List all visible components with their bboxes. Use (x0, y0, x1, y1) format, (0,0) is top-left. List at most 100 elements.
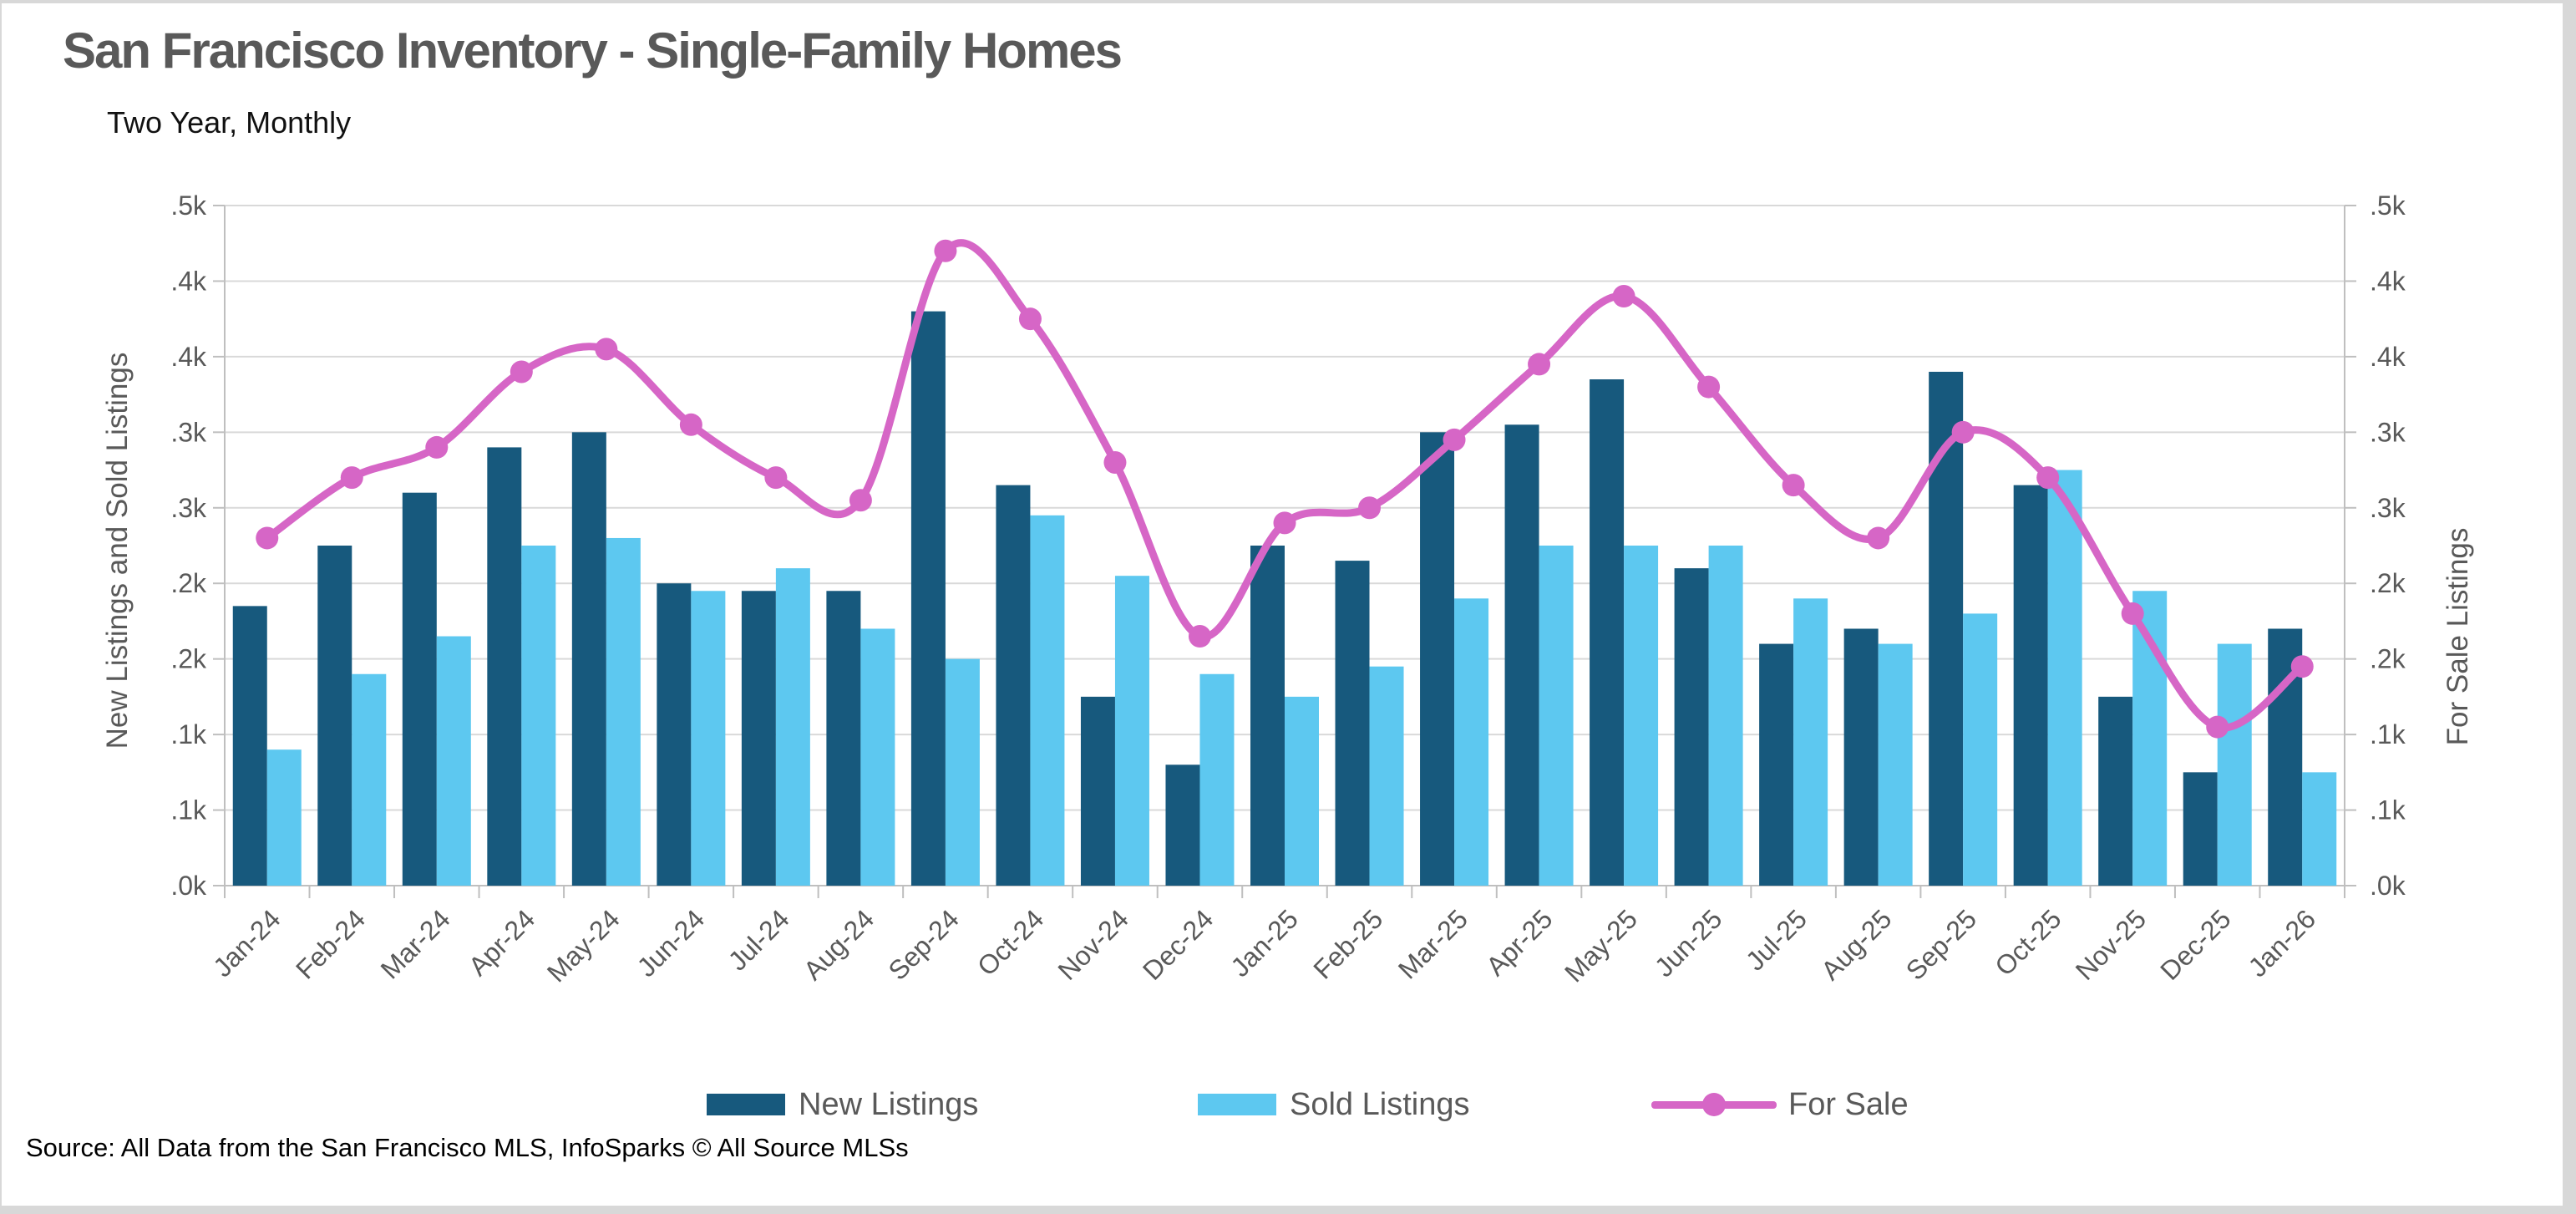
left-axis-tick-label: .2k (170, 644, 207, 674)
for-sale-marker-Dec-25 (2206, 715, 2229, 739)
left-axis-tick-label: .5k (170, 190, 207, 221)
bar-new-listings-Aug-24 (826, 591, 861, 886)
bar-sold-listings-Jun-25 (1708, 546, 1743, 886)
bar-sold-listings-May-25 (1624, 546, 1659, 886)
right-axis-tick-label: .3k (2370, 493, 2406, 523)
for-sale-marker-Sep-24 (934, 239, 957, 262)
right-axis-tick-label: .1k (2370, 719, 2406, 749)
left-axis-tick-label: .3k (170, 493, 207, 523)
x-axis-label-Aug-25: Aug-25 (1815, 903, 1897, 985)
bar-new-listings-Dec-24 (1165, 764, 1200, 886)
bar-sold-listings-Sep-25 (1963, 613, 1998, 886)
bar-new-listings-Mar-24 (402, 492, 437, 886)
bar-new-listings-Nov-25 (2098, 696, 2133, 886)
bar-new-listings-Jun-25 (1674, 568, 1709, 886)
bar-new-listings-Feb-25 (1335, 561, 1370, 886)
chart-canvas: San Francisco Inventory - Single-Family … (2, 3, 2563, 1206)
for-sale-marker-Aug-24 (849, 489, 872, 512)
left-axis-title: New Listings and Sold Listings (101, 353, 134, 749)
right-axis-tick-label: .4k (2370, 266, 2406, 296)
bar-sold-listings-Nov-24 (1114, 576, 1149, 886)
x-axis-label-Apr-25: Apr-25 (1480, 903, 1558, 981)
bar-new-listings-Sep-24 (910, 311, 946, 886)
x-axis-label-Oct-25: Oct-25 (1989, 903, 2066, 981)
x-axis-label-Dec-24: Dec-24 (1137, 903, 1219, 985)
x-axis-label-Nov-24: Nov-24 (1052, 903, 1134, 985)
bar-sold-listings-May-24 (606, 537, 641, 886)
bar-sold-listings-Feb-25 (1369, 666, 1404, 886)
bar-sold-listings-Aug-24 (860, 628, 895, 886)
chart-subtitle: Two Year, Monthly (107, 105, 352, 140)
legend-label-new-listings: New Listings (799, 1086, 979, 1122)
bar-new-listings-Jul-24 (741, 591, 776, 886)
right-axis-tick-label: .1k (2370, 795, 2406, 825)
bar-new-listings-Dec-25 (2183, 772, 2218, 886)
left-axis-tick-label: .4k (170, 266, 207, 296)
bar-new-listings-Jun-24 (657, 583, 692, 886)
bar-sold-listings-Jun-24 (691, 591, 726, 886)
for-sale-marker-Nov-24 (1103, 451, 1127, 475)
left-axis-tick-label: .0k (170, 871, 207, 901)
for-sale-marker-Mar-24 (425, 435, 449, 459)
x-axis-label-Mar-25: Mar-25 (1392, 903, 1473, 984)
for-sale-marker-Oct-25 (2036, 466, 2060, 490)
for-sale-marker-Feb-25 (1358, 496, 1382, 520)
for-sale-marker-Jan-24 (256, 526, 279, 550)
legend-item-sold-listings: Sold Listings (1198, 1079, 1469, 1130)
x-axis-label-Jan-26: Jan-26 (2243, 903, 2322, 983)
x-axis-label-Feb-25: Feb-25 (1307, 903, 1388, 984)
left-axis-tick-label: .2k (170, 568, 207, 598)
bar-new-listings-Aug-25 (1843, 628, 1879, 886)
for-sale-marker-Oct-24 (1018, 307, 1042, 331)
for-sale-marker-Nov-25 (2121, 602, 2144, 625)
bar-new-listings-Apr-25 (1504, 424, 1539, 886)
bar-sold-listings-Apr-25 (1539, 546, 1574, 886)
legend-label-sold-listings: Sold Listings (1290, 1086, 1470, 1122)
right-axis-tick-label: .4k (2370, 342, 2406, 372)
x-axis-label-Sep-25: Sep-25 (1900, 903, 1982, 985)
bar-sold-listings-Jul-25 (1793, 598, 1828, 886)
x-axis-label-Apr-24: Apr-24 (463, 903, 540, 981)
right-axis-tick-label: .2k (2370, 644, 2406, 674)
bar-new-listings-Feb-24 (317, 546, 352, 886)
x-axis-label-Jul-25: Jul-25 (1740, 903, 1813, 976)
right-axis-tick-label: .2k (2370, 568, 2406, 598)
left-axis-tick-label: .3k (170, 417, 207, 447)
bar-new-listings-Apr-24 (487, 447, 522, 886)
x-axis-label-Mar-24: Mar-24 (375, 903, 456, 984)
legend-item-for-sale: For Sale (1651, 1079, 1909, 1130)
right-axis-title: For Sale Listings (2442, 528, 2474, 746)
bar-new-listings-Oct-24 (996, 485, 1031, 886)
for-sale-marker-Dec-24 (1188, 625, 1211, 648)
x-axis-label-Dec-25: Dec-25 (2154, 903, 2236, 985)
sold-listings-swatch-icon (1198, 1094, 1276, 1115)
new-listings-swatch-icon (707, 1094, 785, 1115)
right-axis-tick-label: .5k (2370, 190, 2406, 221)
right-axis-tick-label: .0k (2370, 871, 2406, 901)
for-sale-line-marker-icon (1651, 1090, 1777, 1119)
right-axis-tick-label: .3k (2370, 417, 2406, 447)
chart-title: San Francisco Inventory - Single-Family … (63, 23, 1123, 79)
x-axis-label-Jan-24: Jan-24 (207, 903, 287, 983)
for-sale-marker-Jul-24 (764, 466, 788, 490)
for-sale-marker-May-24 (595, 338, 618, 361)
x-axis-label-Sep-24: Sep-24 (882, 903, 964, 985)
for-sale-marker-Aug-25 (1867, 526, 1890, 550)
bar-sold-listings-Jan-26 (2302, 772, 2337, 886)
bar-sold-listings-Dec-25 (2217, 643, 2252, 886)
for-sale-marker-Apr-24 (510, 360, 533, 384)
x-axis-label-Jul-24: Jul-24 (723, 903, 795, 976)
bar-sold-listings-Oct-24 (1030, 515, 1065, 886)
left-axis-tick-label: .1k (170, 795, 207, 825)
for-sale-marker-Mar-25 (1443, 428, 1466, 451)
for-sale-marker-Apr-25 (1528, 353, 1551, 376)
x-axis-label-Nov-25: Nov-25 (2070, 903, 2152, 985)
bar-new-listings-Jan-24 (232, 606, 267, 886)
bar-sold-listings-Jan-24 (266, 749, 302, 886)
bar-new-listings-Jan-25 (1250, 546, 1285, 886)
x-axis-label-Feb-24: Feb-24 (290, 903, 371, 984)
bar-new-listings-Jul-25 (1759, 643, 1794, 886)
legend-label-for-sale: For Sale (1788, 1086, 1909, 1122)
bar-new-listings-Mar-25 (1420, 432, 1455, 886)
